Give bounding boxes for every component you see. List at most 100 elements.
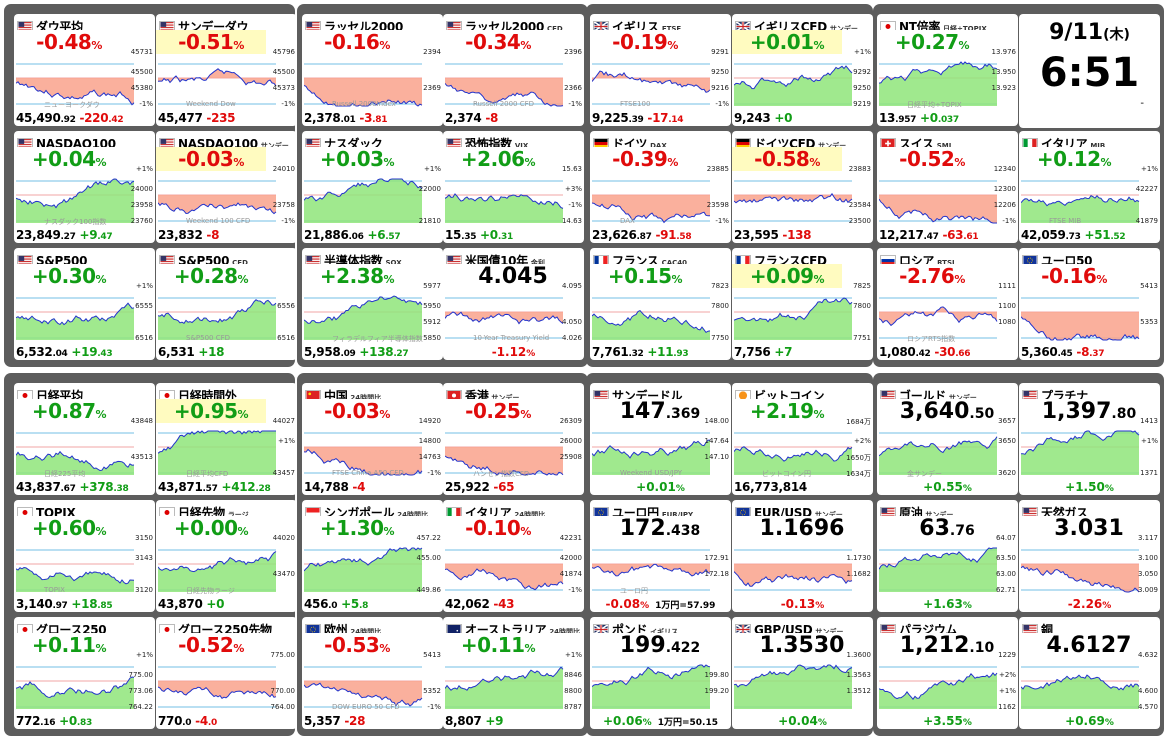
change-percent: -0.39% xyxy=(612,147,678,171)
price-value: 3,140.97 xyxy=(16,597,68,611)
scale-label: 2366 xyxy=(564,84,582,92)
market-tile[interactable]: S&P500 CFD +0.28% 6,531 +18 6556 6516 S&P500 … xyxy=(156,248,297,360)
price-int: 3,140 xyxy=(16,597,53,611)
pct-value: -2.76 xyxy=(899,264,955,288)
market-tile[interactable]: フランスCFD +0.09% 7,756 +7 7825 7800 7751 xyxy=(732,248,873,360)
price-int: 23,849 xyxy=(16,228,61,242)
market-tile[interactable]: 日経先物 ラージ +0.00% 43,870 +0 44020 43470 日経先物ラージ xyxy=(156,500,297,612)
market-tile[interactable]: ドイツCFD サンデー -0.58% 23,595 -138 23883 23584 23… xyxy=(732,131,873,243)
sparkline-chart xyxy=(158,180,277,222)
clock-panel: 9/11(木) 6:51 - xyxy=(1019,14,1160,128)
market-tile[interactable]: サンデーダウ -0.51% 45,477 -235 45796 45500 45373 -… xyxy=(156,14,297,126)
tile-header: TOPIX xyxy=(17,502,153,516)
market-tile[interactable]: サンデードル 147.369 +0.01% 148.00 147.64 147.10 We… xyxy=(590,383,731,495)
sparkline-chart xyxy=(1021,666,1140,709)
market-tile[interactable]: プラチナ 1,397.80 +1.50% 1413 +1% 1371 xyxy=(1019,383,1160,495)
market-tile[interactable]: ナスダック +0.03% 21,886.06 +6.57 +1% 22000 21810 xyxy=(302,131,443,243)
scale-label: 457.22 xyxy=(416,534,442,542)
market-tile[interactable]: 天然ガス 3.031 -2.26% 3.117 3.100 3.050 3.009 xyxy=(1019,500,1160,612)
tile-name: GBP/USD xyxy=(754,623,813,633)
sparkline-chart xyxy=(16,63,135,106)
market-tile[interactable]: 原油 サンデー 63.76 +1.63% 64.07 63.50 63.00 62.71 xyxy=(877,500,1018,612)
market-tile[interactable]: 日経時間外 +0.95% 43,871.57 +412.28 44027 +1% 434… xyxy=(156,383,297,495)
market-tile[interactable]: 半導体指数 SOX +2.38% 5,958.09 +138.27 5977 5950 5… xyxy=(302,248,443,360)
change-value: -30.66 xyxy=(934,345,970,359)
scale-label: 4.632 xyxy=(1137,651,1158,659)
market-tile[interactable]: グロース250先物 -0.52% 770.0 -4.0 775.00 770.00 76… xyxy=(156,617,297,729)
market-tile[interactable]: ダウ平均 -0.48% 45,490.92 -220.42 45731 45500 45… xyxy=(14,14,155,126)
tile-name: 恐怖指数 xyxy=(465,137,512,147)
tile-header: 原油 サンデー xyxy=(880,502,1016,516)
tile-header: 香港 サンデー xyxy=(446,385,582,399)
tile-name: イギリス xyxy=(612,20,659,30)
market-tile[interactable]: NASDAQ100 サンデー -0.03% 23,832 -8 24010 23758 -… xyxy=(156,131,297,243)
market-tile[interactable]: GBP/USD サンデー 1.3530 +0.04% 1.3600 1.3563 1.35… xyxy=(732,617,873,729)
price-dec: .957 xyxy=(895,115,917,125)
tile-header: サンデーダウ xyxy=(159,16,295,30)
market-tile[interactable]: ラッセル2000 CFD -0.34% 2,374 -8 2396 2366 -1% Rus… xyxy=(443,14,584,126)
tile-footer: 14,788 -4 xyxy=(304,480,365,494)
scale-label: -1% xyxy=(1002,217,1016,225)
market-tile[interactable]: EUR/USD サンデー 1.1696 -0.13% 1.1730 1.1682 xyxy=(732,500,873,612)
market-tile[interactable]: オーストラリア 24時間比 +0.11% 8,807 +9 +1% 8846 8800 87… xyxy=(443,617,584,729)
change-percent: +0.04% xyxy=(778,714,827,728)
market-tile[interactable]: ゴールド サンデー 3,640.50 +0.55% 3657 3650 3620 金サンデー xyxy=(877,383,1018,495)
market-tile[interactable]: ラッセル2000 -0.16% 2,378.01 -3.81 2394 2369 Rus… xyxy=(302,14,443,126)
scale-label: 9250 xyxy=(853,84,871,92)
sparkline-chart xyxy=(1021,430,1140,475)
market-tile[interactable]: 欧州 24時間比 -0.53% 5,357 -28 5413 5352 -1% DOW EU… xyxy=(302,617,443,729)
market-tile[interactable]: 米国債10年 金利 4.045 -1.12% 4.095 4.050 4.026 10-Ye… xyxy=(443,248,584,360)
market-tile[interactable]: NASDAQ100 +0.04% 23,849.27 +9.47 +1% 24000 2… xyxy=(14,131,155,243)
scale-label: 4.095 xyxy=(561,282,582,290)
market-tile[interactable]: NT倍率 日経÷TOPIX +0.27% 13.957 +0.037 13.976 13… xyxy=(877,14,1018,126)
price-int: 770 xyxy=(158,714,183,728)
tile-header: ゴールド サンデー xyxy=(880,385,1016,399)
change-value: -4 xyxy=(352,480,365,494)
market-tile[interactable]: 香港 サンデー -0.25% 25,922 -65 26309 26000 25908 ハン… xyxy=(443,383,584,495)
market-tile[interactable]: パラジウム 1,212.10 +3.55% 1229 +2% +1% 1162 xyxy=(877,617,1018,729)
scale-label: 45500 xyxy=(130,68,153,76)
change-dec: .81 xyxy=(372,115,388,125)
market-tile[interactable]: 恐怖指数 VIX +2.06% 15.35 +0.31 15.63 +3% -1% 14.6… xyxy=(443,131,584,243)
market-tile[interactable]: シンガポール 24時間比 +1.30% 456.0 +5.8 457.22 455.00… xyxy=(302,500,443,612)
scale-label: 1.3600 xyxy=(846,651,872,659)
market-tile[interactable]: イタリア MIB +0.12% 42,059.73 +51.52 +1% 42227 41… xyxy=(1019,131,1160,243)
market-tile[interactable]: グロース250 +0.11% 772.16 +0.83 +1% 775.00 773.0… xyxy=(14,617,155,729)
market-tile[interactable]: S&P500 +0.30% 6,532.04 +19.43 +1% 6555 6516 xyxy=(14,248,155,360)
chart-watermark: ハンセン指数CFD xyxy=(473,470,530,478)
market-tile[interactable]: ロシア RTSI -2.76% 1,080.42 -30.66 1111 1100 108… xyxy=(877,248,1018,360)
market-tile[interactable]: ユーロ円 EUR/JPY 172.438 -0.08% 1万円=57.99 172.91… xyxy=(590,500,731,612)
sparkline-chart xyxy=(304,666,423,708)
market-tile[interactable]: スイス SMI -0.52% 12,217.47 -63.61 12340 12300 1… xyxy=(877,131,1018,243)
change-percent: +0.87% xyxy=(31,399,107,423)
market-tile[interactable]: イギリス FTSE -0.19% 9,225.39 -17.14 9291 9250 92… xyxy=(590,14,731,126)
sparkline-chart xyxy=(734,549,853,591)
market-tile[interactable]: ドイツ DAX -0.39% 23,626.87 -91.58 23885 23598-… xyxy=(590,131,731,243)
chart-watermark: フィラデルフィア半導体指数 xyxy=(332,335,423,343)
price-int: 1,397 xyxy=(1041,399,1112,424)
market-tile[interactable]: 銅 4.6127 +0.69% 4.632 4.600 4.570 xyxy=(1019,617,1160,729)
price-int: 25,922 xyxy=(445,480,490,494)
tile-header: オーストラリア 24時間比 xyxy=(446,619,582,633)
tile-name: オーストラリア xyxy=(465,623,547,633)
scale-label: 9219 xyxy=(853,100,871,108)
pct-value: +0.60 xyxy=(31,516,96,540)
change-value: +19.43 xyxy=(71,345,112,359)
pct-value: -0.03 xyxy=(178,147,234,171)
market-tile[interactable]: イタリア 24時間比 -0.10% 42,062 -43 42231 42000 4187… xyxy=(443,500,584,612)
pct-value: -0.34 xyxy=(465,30,521,54)
market-tile[interactable]: 中国 24時間比 -0.03% 14,788 -4 14920 14800 14763 -1… xyxy=(302,383,443,495)
change-percent: +1.63% xyxy=(923,597,972,611)
market-tile[interactable]: フランス CAC40 +0.15% 7,761.32 +11.93 7823 7800 7… xyxy=(590,248,731,360)
chart-watermark: 日経225平均 xyxy=(44,470,86,478)
market-tile[interactable]: 日経平均 +0.87% 43,837.67 +378.38 43848 43513 日経… xyxy=(14,383,155,495)
market-tile[interactable]: ユーロ50 -0.16% 5,360.45 -8.37 5413 5353 xyxy=(1019,248,1160,360)
market-tile[interactable]: ビットコイン +2.19% 16,773,814 1684万 +2% 1650万 163… xyxy=(732,383,873,495)
change-dec: .58 xyxy=(676,232,692,242)
market-tile[interactable]: ポンド イギリス 199.422 +0.06% 1万円=50.15 199.80 199.… xyxy=(590,617,731,729)
price-dec: .67 xyxy=(60,484,76,494)
market-tile[interactable]: イギリスCFD サンデー +0.01% 9,243 +0 +1% 9292 9250 921… xyxy=(732,14,873,126)
market-tile[interactable]: TOPIX +0.60% 3,140.97 +18.85 3150 3143 3120 T… xyxy=(14,500,155,612)
change-value: +6.57 xyxy=(367,228,400,242)
change-percent: -0.34% xyxy=(465,30,531,54)
